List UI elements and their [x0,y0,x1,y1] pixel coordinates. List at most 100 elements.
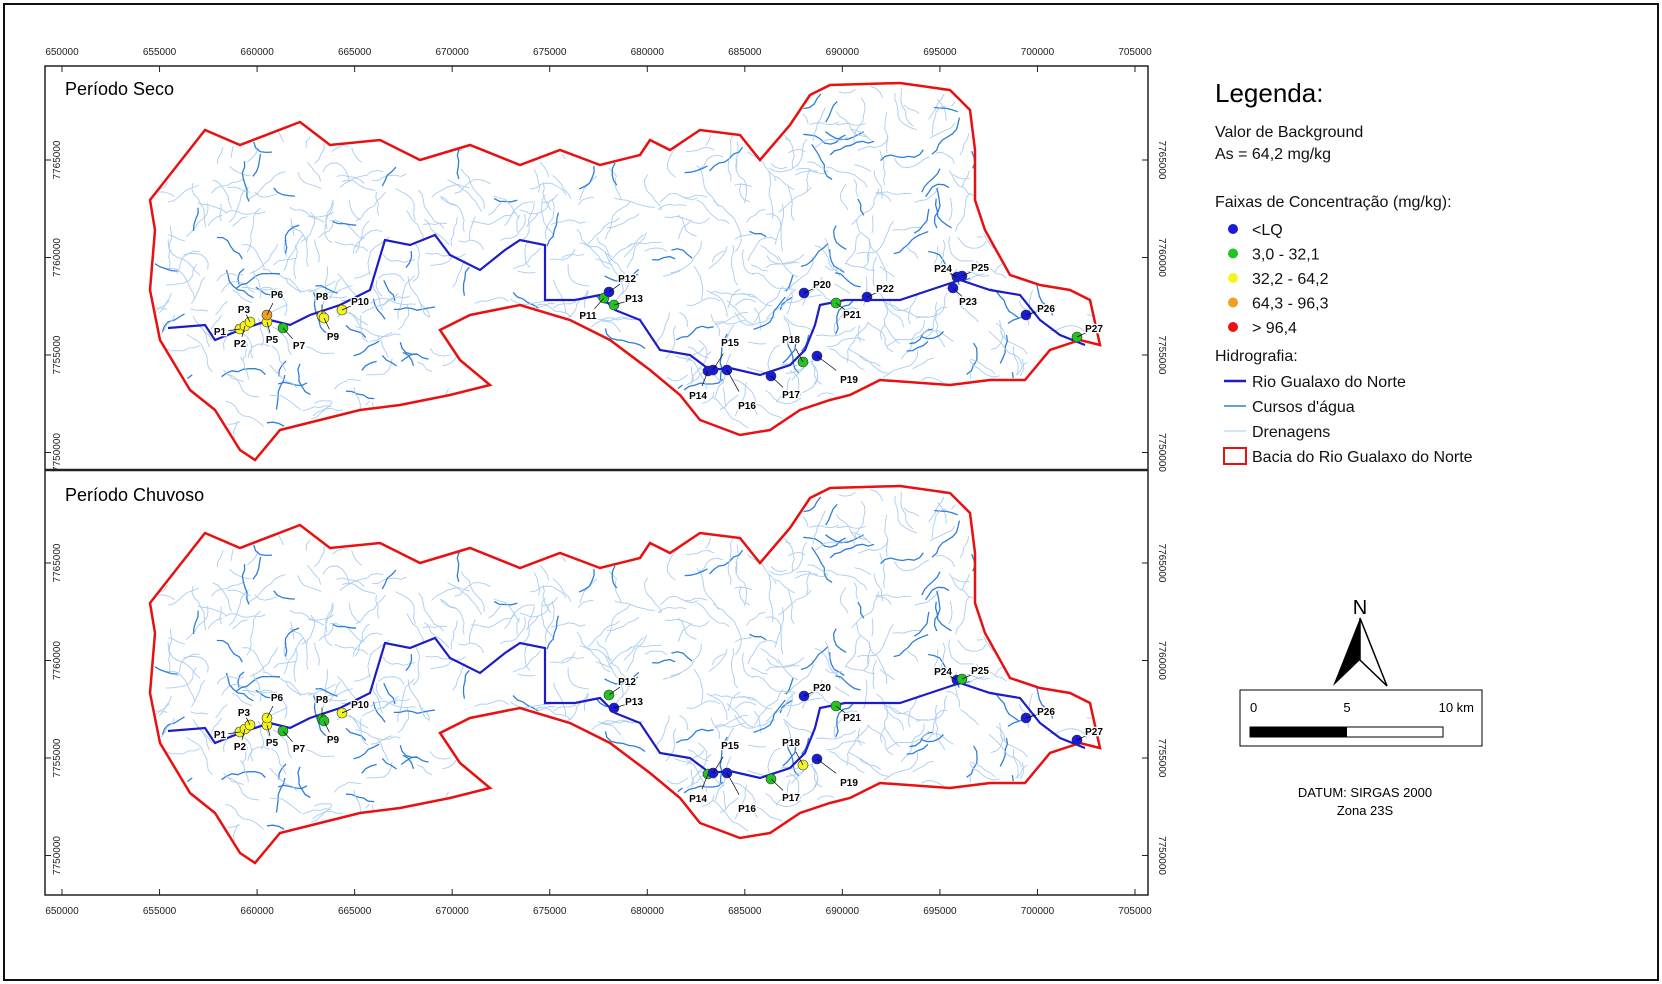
y-tick-label: 7750000 [52,836,63,875]
datum-zone: Zona 23S [1337,803,1394,818]
legend-label: Drenagens [1252,424,1330,441]
y-tick-label: 7760000 [1156,641,1167,680]
legend-swatch [1228,273,1238,283]
y-tick-label: 7750000 [1156,836,1167,875]
point-label: P3 [238,708,251,719]
point-label: P19 [840,375,858,386]
scale-label: 5 [1343,700,1350,715]
point-label: P16 [738,401,756,412]
x-tick-label: 695000 [923,906,957,917]
background-label: Valor de Background [1215,124,1363,141]
point-label: P5 [266,335,279,346]
stream [1012,775,1013,781]
x-tick-label: 680000 [631,906,665,917]
point-label: P1 [214,327,227,338]
point-label: P26 [1037,707,1055,718]
point-label: P6 [271,290,284,301]
legend-swatch [1228,249,1238,259]
point-label: P25 [971,263,989,274]
x-tick-label: 660000 [240,47,274,58]
x-tick-label: 670000 [435,47,469,58]
point-label: P26 [1037,304,1055,315]
x-tick-label: 690000 [826,906,860,917]
x-tick-label: 665000 [338,47,372,58]
y-tick-label: 7760000 [52,641,63,680]
legend-label: Cursos d'água [1252,399,1355,416]
point-label: P27 [1085,727,1103,738]
point-label: P2 [234,742,247,753]
x-tick-label: 680000 [631,47,665,58]
point-label: P25 [971,666,989,677]
x-tick-label: 670000 [435,906,469,917]
legend-label: Rio Gualaxo do Norte [1252,374,1406,391]
legend-label: > 96,4 [1252,320,1297,337]
point-label: P1 [214,730,227,741]
point-label: P12 [618,677,636,688]
x-tick-label: 690000 [826,47,860,58]
x-tick-label: 675000 [533,906,567,917]
point-label: P13 [625,697,643,708]
x-tick-label: 650000 [45,906,79,917]
y-tick-label: 7755000 [52,335,63,374]
point-label: P9 [327,332,340,343]
point-label: P7 [293,744,306,755]
x-tick-label: 655000 [143,906,177,917]
point-label: P5 [266,738,279,749]
point-label: P19 [840,778,858,789]
y-tick-label: 7765000 [1156,141,1167,180]
point-label: P21 [843,713,861,724]
x-tick-label: 655000 [143,47,177,58]
x-tick-label: 705000 [1118,47,1152,58]
point-label: P20 [813,683,831,694]
legend-label: Bacia do Rio Gualaxo do Norte [1252,449,1473,466]
point-label: P3 [238,305,251,316]
point-label: P10 [351,297,369,308]
y-tick-label: 7755000 [1156,336,1167,375]
scale-label: 10 km [1439,700,1474,715]
point-label: P22 [876,284,894,295]
point-label: P16 [738,804,756,815]
legend-swatch [1228,322,1238,332]
legend-swatch [1224,448,1246,464]
legend-label: 32,2 - 64,2 [1252,271,1329,288]
x-tick-label: 685000 [728,47,762,58]
point-label: P15 [721,741,739,752]
x-tick-label: 665000 [338,906,372,917]
y-tick-label: 7765000 [1156,544,1167,583]
point-label: P6 [271,693,284,704]
point-label: P27 [1085,324,1103,335]
legend-swatch [1228,224,1238,234]
north-label: N [1353,597,1367,619]
scale-box [1240,690,1482,746]
x-tick-label: 700000 [1021,47,1055,58]
point-label: P14 [689,794,707,805]
scale-bar: 0 5 10 km [1240,690,1482,746]
point-label: P8 [316,695,329,706]
legend-label: 64,3 - 96,3 [1252,296,1329,313]
point-label: P20 [813,280,831,291]
legend-swatch [1228,298,1238,308]
point-label: P23 [959,297,977,308]
point-label: P11 [579,311,597,322]
scale-bar-black [1250,727,1347,737]
datum: DATUM: SIRGAS 2000 [1298,785,1432,800]
x-tick-label: 675000 [533,47,567,58]
point-label: P13 [625,294,643,305]
point-label: P7 [293,341,306,352]
point-label: P24 [934,264,952,275]
x-tick-label: 685000 [728,906,762,917]
y-tick-label: 7765000 [52,543,63,582]
scale-label: 0 [1250,700,1257,715]
y-tick-label: 7750000 [1156,433,1167,472]
panel-title: Período Seco [65,79,174,99]
hydro-title: Hidrografia: [1215,348,1298,365]
y-tick-label: 7755000 [52,738,63,777]
point-label: P17 [782,390,800,401]
point-label: P8 [316,292,329,303]
point-label: P9 [327,735,340,746]
legend-title: Legenda: [1215,78,1323,108]
x-tick-label: 705000 [1118,906,1152,917]
legend-label: 3,0 - 32,1 [1252,247,1320,264]
legend-label: <LQ [1252,222,1283,239]
y-tick-label: 7765000 [52,140,63,179]
